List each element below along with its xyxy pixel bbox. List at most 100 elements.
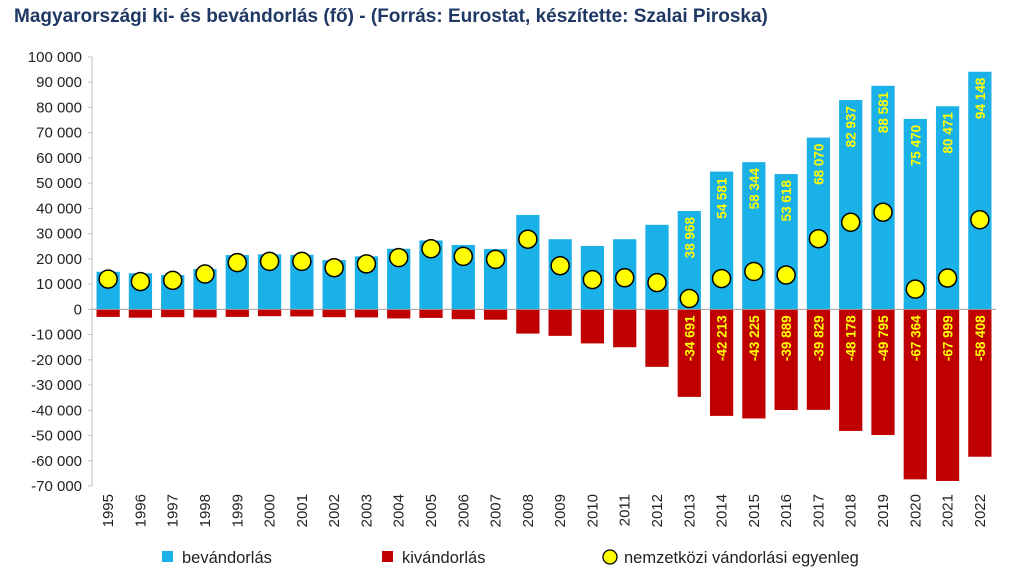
- x-tick-label: 2003: [358, 494, 375, 527]
- emigration-bar: [645, 309, 669, 367]
- immigration-bar: [806, 137, 831, 310]
- balance-marker: [421, 239, 441, 259]
- bar-data-label: 53 618: [779, 180, 794, 222]
- bar-data-label: -67 999: [941, 315, 956, 361]
- balance-marker: [679, 288, 700, 309]
- bar-data-label: -49 795: [876, 315, 891, 361]
- balance-marker: [970, 210, 990, 230]
- y-tick-label: 30 000: [36, 226, 82, 243]
- emigration-bar: [580, 309, 605, 344]
- x-tick-label: 1998: [197, 494, 214, 527]
- bar-data-label: 82 937: [844, 106, 859, 147]
- x-tick-label: 2016: [778, 494, 795, 527]
- balance-marker: [873, 202, 893, 222]
- x-tick-label: 2011: [617, 494, 634, 526]
- legend-label: kivándorlás: [402, 549, 485, 567]
- y-tick-label: 70 000: [36, 125, 82, 142]
- y-tick-label: -60 000: [31, 453, 82, 470]
- x-tick-label: 2015: [746, 494, 763, 527]
- bar-data-label: -43 225: [747, 315, 762, 361]
- bar-data-label: 88 581: [876, 91, 891, 133]
- emigration-bar: [225, 309, 249, 317]
- x-tick-label: 2019: [875, 494, 892, 527]
- immigration-bar: [419, 240, 443, 310]
- x-tick-label: 1999: [229, 494, 246, 527]
- balance-marker: [485, 249, 506, 270]
- bar-data-label: 54 581: [715, 177, 730, 219]
- balance-marker: [356, 254, 377, 274]
- x-tick-label: 2010: [584, 494, 601, 527]
- balance-marker: [453, 246, 474, 267]
- emigration-bar: [290, 309, 314, 317]
- x-tick-label: 2018: [843, 494, 860, 527]
- bar-data-label: -58 408: [973, 315, 988, 361]
- emigration-bar: [322, 309, 346, 318]
- emigration-bar: [387, 309, 411, 319]
- legend: bevándorlás kivándorlás nemzetközi vándorl…: [162, 549, 859, 567]
- emigration-bar: [257, 309, 282, 317]
- emigration-bar: [161, 309, 185, 318]
- y-axis: -70 000 -60 000 -50 000 -40 000 -30 000 -20 0…: [28, 49, 93, 495]
- legend-swatch: [382, 551, 393, 562]
- x-tick-label: 2002: [326, 494, 343, 527]
- x-tick-label: 2020: [907, 494, 924, 527]
- emigration-bar: [451, 309, 475, 320]
- legend-swatch: [162, 551, 173, 562]
- immigration-bar: [903, 118, 927, 310]
- y-tick-label: 50 000: [36, 175, 82, 192]
- balance-marker: [259, 251, 280, 272]
- x-tick-label: 2006: [455, 494, 472, 527]
- balance-marker: [582, 269, 603, 290]
- balance-marker: [162, 270, 183, 291]
- x-tick-label: 2004: [391, 494, 408, 527]
- emigration-bar: [96, 309, 120, 317]
- emigration-bar: [354, 309, 379, 318]
- balance-marker: [776, 265, 796, 285]
- emigration-bar: [903, 309, 927, 480]
- y-tick-label: 0: [74, 301, 82, 318]
- y-tick-label: -30 000: [31, 377, 82, 394]
- y-tick-label: -40 000: [31, 402, 82, 419]
- x-tick-label: 1995: [100, 494, 117, 527]
- immigration-bar: [839, 100, 863, 310]
- bar-data-label: -48 178: [844, 315, 859, 361]
- bar-data-label: 75 470: [908, 125, 923, 166]
- emigration-bar: [839, 309, 863, 431]
- emigration-bar: [709, 309, 734, 416]
- emigration-bar: [968, 309, 992, 457]
- balance-marker: [937, 268, 958, 288]
- data-labels: 38 968 54 581 58 344 53 618 68 070 82 937 88 5…: [682, 77, 988, 361]
- balance-marker: [614, 268, 635, 288]
- emigration-bar: [613, 309, 637, 348]
- y-tick-label: 80 000: [36, 99, 82, 116]
- legend-label: nemzetközi vándorlási egyenleg: [624, 549, 859, 567]
- emigration-bar: [935, 309, 960, 481]
- immigration-bar: [871, 85, 895, 310]
- y-tick-label: -10 000: [31, 327, 82, 344]
- emigration-bar: [548, 309, 572, 336]
- emigration-bar: [806, 309, 831, 410]
- balance-marker: [195, 264, 215, 284]
- balance-marker: [98, 269, 118, 289]
- emigration-bar: [742, 309, 766, 419]
- emigration-bar: [677, 309, 701, 397]
- balance-marker: [388, 247, 409, 268]
- balance-marker: [711, 268, 732, 289]
- bar-data-label: -34 691: [682, 315, 697, 361]
- immigration-bar: [645, 224, 669, 310]
- bar-data-label: 94 148: [973, 77, 988, 119]
- y-tick-label: 90 000: [36, 74, 82, 91]
- balance-marker: [518, 229, 538, 249]
- y-tick-label: 100 000: [28, 49, 82, 66]
- x-tick-label: 1996: [132, 494, 149, 527]
- immigration-bar: [968, 71, 992, 310]
- balance-marker: [550, 255, 570, 276]
- y-tick-label: 10 000: [36, 276, 82, 293]
- bar-data-label: -67 364: [908, 315, 923, 361]
- x-tick-label: 2005: [423, 494, 440, 527]
- x-tick-label: 2008: [520, 494, 537, 527]
- x-tick-label: 2022: [972, 494, 989, 527]
- y-tick-label: 40 000: [36, 200, 82, 217]
- balance-marker: [647, 272, 667, 293]
- bar-data-label: 58 344: [747, 168, 762, 210]
